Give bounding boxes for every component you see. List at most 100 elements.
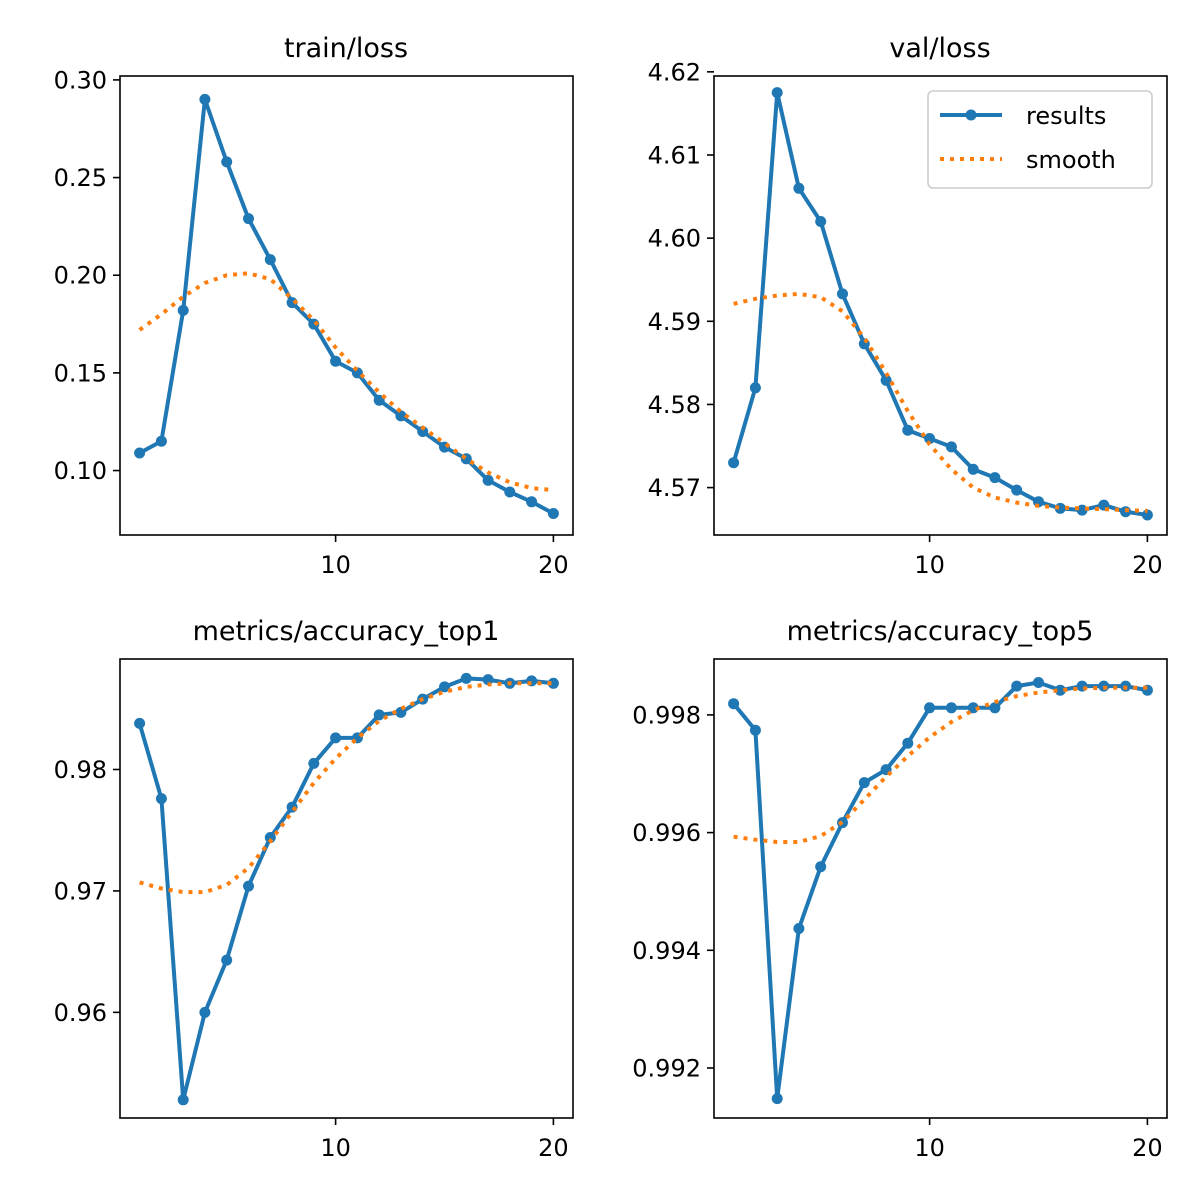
data-point-results <box>880 374 892 386</box>
data-point-results <box>1141 509 1153 521</box>
data-point-results <box>749 724 761 736</box>
data-point-results <box>945 702 957 714</box>
data-point-results <box>155 793 167 805</box>
data-point-results <box>243 880 254 892</box>
panel-val-loss: val/loss 4.57 4.58 4.59 4.60 4.61 4.62 10 20 re… <box>648 33 1168 579</box>
data-point-results <box>504 486 516 498</box>
plot-area: 0.992 0.994 0.996 0.998 10 20 <box>632 658 1168 1162</box>
legend: results smooth <box>927 90 1153 189</box>
axes-frame <box>713 658 1168 1119</box>
data-point-results <box>902 424 914 436</box>
y-tick-label: 4.57 <box>648 474 701 502</box>
y-tick-label: 0.15 <box>54 359 107 387</box>
y-tick-label: 4.58 <box>648 391 701 419</box>
data-point-results <box>1011 484 1023 496</box>
data-point-results <box>902 737 914 749</box>
y-tick-label: 0.10 <box>54 457 107 485</box>
data-point-results <box>221 954 233 966</box>
data-point-results <box>373 709 385 721</box>
legend-smooth-label: smooth <box>1026 146 1116 174</box>
data-point-results <box>924 433 936 444</box>
x-tick-label: 10 <box>320 551 351 579</box>
x-tick-label: 10 <box>914 1134 945 1162</box>
panel-title: val/loss <box>889 33 990 64</box>
data-point-results <box>771 87 783 99</box>
data-point-results <box>793 923 805 934</box>
data-point-results <box>134 447 146 459</box>
data-point-results <box>547 677 559 689</box>
x-tick-label: 10 <box>320 1134 351 1162</box>
panel-train-loss: train/loss 0.10 0.15 0.20 0.25 0.30 10 20 <box>54 33 574 579</box>
y-tick-label: 0.97 <box>54 877 107 905</box>
data-point-results <box>945 441 957 453</box>
y-tick-label: 0.20 <box>54 262 107 290</box>
data-point-results <box>243 213 254 225</box>
plot-area: 0.96 0.97 0.98 10 20 <box>54 658 574 1162</box>
plot-area: 0.10 0.15 0.20 0.25 0.30 10 20 <box>54 66 574 579</box>
data-point-results <box>728 457 740 469</box>
axes-frame <box>713 75 1168 536</box>
data-point-results <box>417 426 429 437</box>
data-point-results <box>815 216 827 227</box>
y-tick-label: 0.30 <box>54 66 107 94</box>
x-tick-label: 10 <box>914 551 945 579</box>
data-point-results <box>221 156 233 168</box>
data-point-results <box>155 435 167 447</box>
data-point-results <box>526 496 538 508</box>
data-point-results <box>264 254 276 266</box>
y-tick-label: 4.62 <box>648 58 701 86</box>
panel-accuracy-top5: metrics/accuracy_top5 0.9920.9940.9960.9… <box>632 616 1168 1162</box>
data-point-results <box>177 304 189 316</box>
data-point-results <box>924 702 936 714</box>
panel-accuracy-top1: metrics/accuracy_top1 0.96 0.97 0.98 10 20 <box>54 616 574 1162</box>
legend-results-label: results <box>1026 102 1106 130</box>
plot-area: 4.57 4.58 4.59 4.60 4.61 4.62 10 20 <box>648 58 1168 579</box>
data-point-results <box>1054 684 1066 696</box>
data-point-results <box>134 717 146 729</box>
series-line-smooth <box>139 681 554 895</box>
data-point-results <box>330 355 342 367</box>
y-tick-label: 0.98 <box>54 756 107 784</box>
data-point-results <box>330 732 342 744</box>
x-tick-label: 20 <box>1132 1134 1163 1162</box>
panel-title: metrics/accuracy_top1 <box>193 616 500 647</box>
series-line-smooth <box>733 291 1148 513</box>
y-tick-label: 4.60 <box>648 225 701 253</box>
data-point-results <box>815 861 827 873</box>
data-point-results <box>482 474 494 486</box>
axes-frame <box>119 75 574 536</box>
panel-title: metrics/accuracy_top5 <box>787 616 1094 647</box>
data-point-results <box>967 463 979 475</box>
panel-title: train/loss <box>284 33 408 64</box>
y-tick-label: 0.998 <box>632 701 701 729</box>
axes-frame <box>119 658 574 1119</box>
x-tick-label: 20 <box>538 551 569 579</box>
data-point-results <box>728 698 740 710</box>
data-point-results <box>989 472 1001 484</box>
data-point-results <box>199 93 211 105</box>
y-tick-label: 0.992 <box>632 1054 701 1082</box>
data-point-results <box>793 182 805 194</box>
data-point-results <box>771 1093 783 1105</box>
data-point-results <box>177 1094 189 1106</box>
data-point-results <box>439 681 450 693</box>
y-tick-label: 4.59 <box>648 308 701 336</box>
y-tick-label: 0.996 <box>632 819 701 847</box>
y-tick-label: 0.96 <box>54 999 107 1027</box>
y-tick-label: 0.25 <box>54 164 107 192</box>
data-point-results <box>749 382 761 394</box>
y-tick-label: 4.61 <box>648 141 701 169</box>
data-point-results <box>967 702 979 714</box>
data-point-results <box>1011 680 1023 692</box>
data-point-results <box>199 1006 211 1018</box>
data-point-results <box>395 410 407 422</box>
data-point-results <box>1076 504 1088 516</box>
data-point-results <box>989 702 1001 714</box>
data-point-results <box>858 777 870 789</box>
data-point-results <box>1033 677 1044 688</box>
data-point-results <box>547 508 559 519</box>
data-point-results <box>308 757 320 769</box>
data-point-results <box>837 288 848 300</box>
